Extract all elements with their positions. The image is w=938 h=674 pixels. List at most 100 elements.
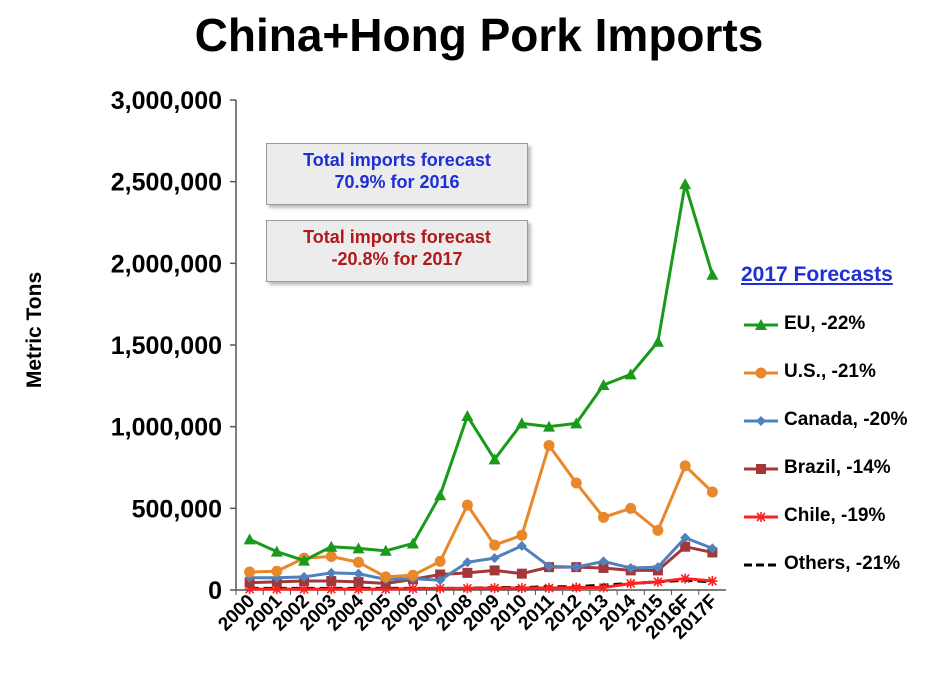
data-point <box>625 502 637 514</box>
data-point <box>488 453 501 465</box>
y-tick-label: 1,500,000 <box>111 332 222 360</box>
data-point <box>244 584 255 595</box>
data-point <box>679 460 691 472</box>
y-tick-label: 2,000,000 <box>111 250 222 278</box>
data-point <box>680 573 691 584</box>
legend-marker <box>755 367 767 379</box>
data-point <box>380 584 391 595</box>
data-point <box>461 410 474 422</box>
data-point <box>570 477 582 489</box>
data-point <box>706 486 718 498</box>
data-point <box>570 417 583 429</box>
data-point <box>624 368 637 380</box>
data-point <box>462 557 473 568</box>
data-point <box>326 567 337 578</box>
annotation-line: 70.9% for 2016 <box>334 172 460 192</box>
annotation-line: Total imports forecast <box>303 227 491 247</box>
data-point <box>543 439 555 451</box>
data-point <box>516 568 527 579</box>
legend-marker <box>756 512 766 522</box>
chart-title: China+Hong Pork Imports <box>194 9 764 61</box>
data-point <box>271 565 283 577</box>
data-point <box>435 569 446 580</box>
y-tick-label: 1,000,000 <box>111 414 222 442</box>
data-point <box>353 576 364 587</box>
data-point <box>516 583 527 594</box>
data-point <box>707 543 718 554</box>
data-point <box>435 583 446 594</box>
data-point <box>515 417 528 429</box>
data-point <box>651 335 664 347</box>
annotation-line: Total imports forecast <box>303 150 491 170</box>
data-point <box>598 556 609 567</box>
data-point <box>598 582 609 593</box>
data-point <box>489 539 501 551</box>
data-point <box>379 544 392 556</box>
data-point <box>543 420 556 432</box>
data-point <box>680 532 691 543</box>
data-point <box>435 575 446 586</box>
data-point <box>625 578 636 589</box>
data-point <box>299 584 310 595</box>
data-point <box>244 566 256 578</box>
data-point <box>326 584 337 595</box>
data-point <box>679 178 692 190</box>
data-point <box>707 576 718 587</box>
data-point <box>597 379 610 391</box>
series-line <box>248 182 714 563</box>
data-point <box>271 584 282 595</box>
data-point <box>571 562 582 573</box>
data-point <box>462 583 473 594</box>
y-tick-label: 0 <box>208 577 222 605</box>
legend-marker <box>756 464 766 474</box>
data-point <box>489 553 500 564</box>
data-point <box>462 567 473 578</box>
data-point <box>270 545 283 557</box>
data-point <box>298 554 311 566</box>
data-point <box>407 569 419 581</box>
annotation-2016-forecast: Total imports forecast 70.9% for 2016 <box>266 143 528 205</box>
y-tick-label: 500,000 <box>132 495 222 523</box>
data-point <box>407 583 418 594</box>
data-point <box>544 583 555 594</box>
legend-label: Canada, -20% <box>784 409 908 430</box>
data-point <box>243 533 256 545</box>
data-point <box>380 571 392 583</box>
data-point <box>353 568 364 579</box>
data-point <box>680 541 691 552</box>
series-line <box>249 443 714 579</box>
data-point <box>652 562 663 573</box>
data-point <box>598 511 609 523</box>
data-point <box>434 555 446 567</box>
data-point <box>461 499 473 511</box>
data-point <box>326 576 337 587</box>
legend-label: Chile, -19% <box>784 505 886 526</box>
data-point <box>571 582 582 593</box>
y-tick-label: 2,500,000 <box>111 169 222 197</box>
data-point <box>706 268 719 280</box>
data-point <box>325 551 337 563</box>
data-point <box>516 540 527 551</box>
data-point <box>652 576 663 587</box>
legend-marker <box>755 319 767 330</box>
legend-label: Others, -21% <box>784 553 901 574</box>
legend-label: EU, -22% <box>784 313 866 334</box>
annotation-2017-forecast: Total imports forecast -20.8% for 2017 <box>266 220 528 282</box>
data-point <box>352 542 365 554</box>
data-point <box>434 489 447 501</box>
y-tick-label: 3,000,000 <box>111 87 222 115</box>
data-point <box>353 556 364 568</box>
data-point <box>598 562 609 573</box>
annotation-line: -20.8% for 2017 <box>331 249 463 269</box>
data-point <box>325 540 338 552</box>
legend-label: Brazil, -14% <box>784 457 891 478</box>
data-point <box>652 524 664 536</box>
data-point <box>489 565 500 576</box>
data-point <box>299 571 310 582</box>
series-line <box>249 536 713 582</box>
data-point <box>544 561 555 572</box>
legend-label: U.S., -21% <box>784 361 876 382</box>
data-point <box>625 562 636 573</box>
data-point <box>353 584 364 595</box>
legend-title: 2017 Forecasts <box>741 263 893 286</box>
